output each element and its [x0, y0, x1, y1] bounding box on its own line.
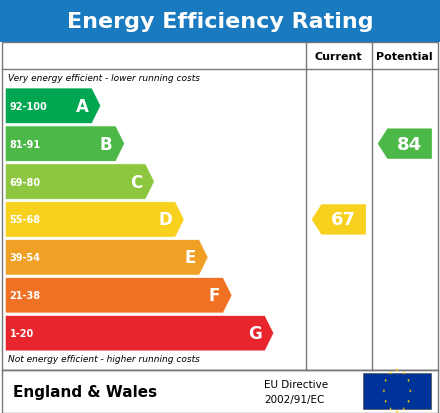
- Polygon shape: [5, 278, 232, 313]
- Text: 55-68: 55-68: [10, 215, 41, 225]
- Polygon shape: [5, 240, 208, 275]
- Polygon shape: [407, 379, 410, 382]
- Text: G: G: [248, 324, 261, 342]
- Text: Very energy efficient - lower running costs: Very energy efficient - lower running co…: [8, 74, 200, 83]
- Polygon shape: [396, 410, 398, 413]
- Text: EU Directive: EU Directive: [264, 380, 328, 389]
- Polygon shape: [389, 407, 392, 411]
- Polygon shape: [5, 164, 154, 200]
- Text: 81-91: 81-91: [10, 139, 41, 149]
- Text: 69-80: 69-80: [10, 177, 41, 187]
- Text: 21-38: 21-38: [10, 291, 41, 301]
- Bar: [2, 43, 438, 370]
- Bar: [363, 373, 431, 409]
- Text: Not energy efficient - higher running costs: Not energy efficient - higher running co…: [8, 354, 200, 363]
- Bar: [2, 370, 438, 413]
- Text: 2002/91/EC: 2002/91/EC: [264, 394, 324, 404]
- Polygon shape: [403, 371, 405, 375]
- Text: F: F: [208, 287, 220, 304]
- Text: D: D: [158, 211, 172, 229]
- Polygon shape: [5, 89, 101, 124]
- Text: B: B: [100, 135, 112, 153]
- Polygon shape: [5, 127, 125, 162]
- Polygon shape: [385, 379, 387, 382]
- Text: C: C: [130, 173, 142, 191]
- Text: Energy Efficiency Rating: Energy Efficiency Rating: [67, 12, 373, 32]
- Text: 1-20: 1-20: [10, 328, 34, 338]
- Polygon shape: [407, 400, 410, 404]
- Polygon shape: [5, 316, 274, 351]
- Polygon shape: [378, 129, 432, 159]
- Polygon shape: [5, 202, 184, 237]
- Text: 92-100: 92-100: [10, 102, 48, 112]
- Text: Potential: Potential: [377, 52, 433, 62]
- Text: 84: 84: [397, 135, 422, 153]
- Text: A: A: [76, 97, 88, 116]
- Polygon shape: [312, 205, 366, 235]
- Text: 67: 67: [331, 211, 356, 229]
- Polygon shape: [383, 389, 385, 393]
- Text: E: E: [184, 249, 196, 267]
- Polygon shape: [385, 400, 387, 404]
- Polygon shape: [403, 407, 405, 411]
- Text: 39-54: 39-54: [10, 253, 40, 263]
- Polygon shape: [396, 368, 398, 372]
- Bar: [0, 0, 440, 43]
- Polygon shape: [389, 371, 392, 375]
- Text: England & Wales: England & Wales: [13, 384, 158, 399]
- Polygon shape: [409, 389, 411, 393]
- Text: Current: Current: [315, 52, 363, 62]
